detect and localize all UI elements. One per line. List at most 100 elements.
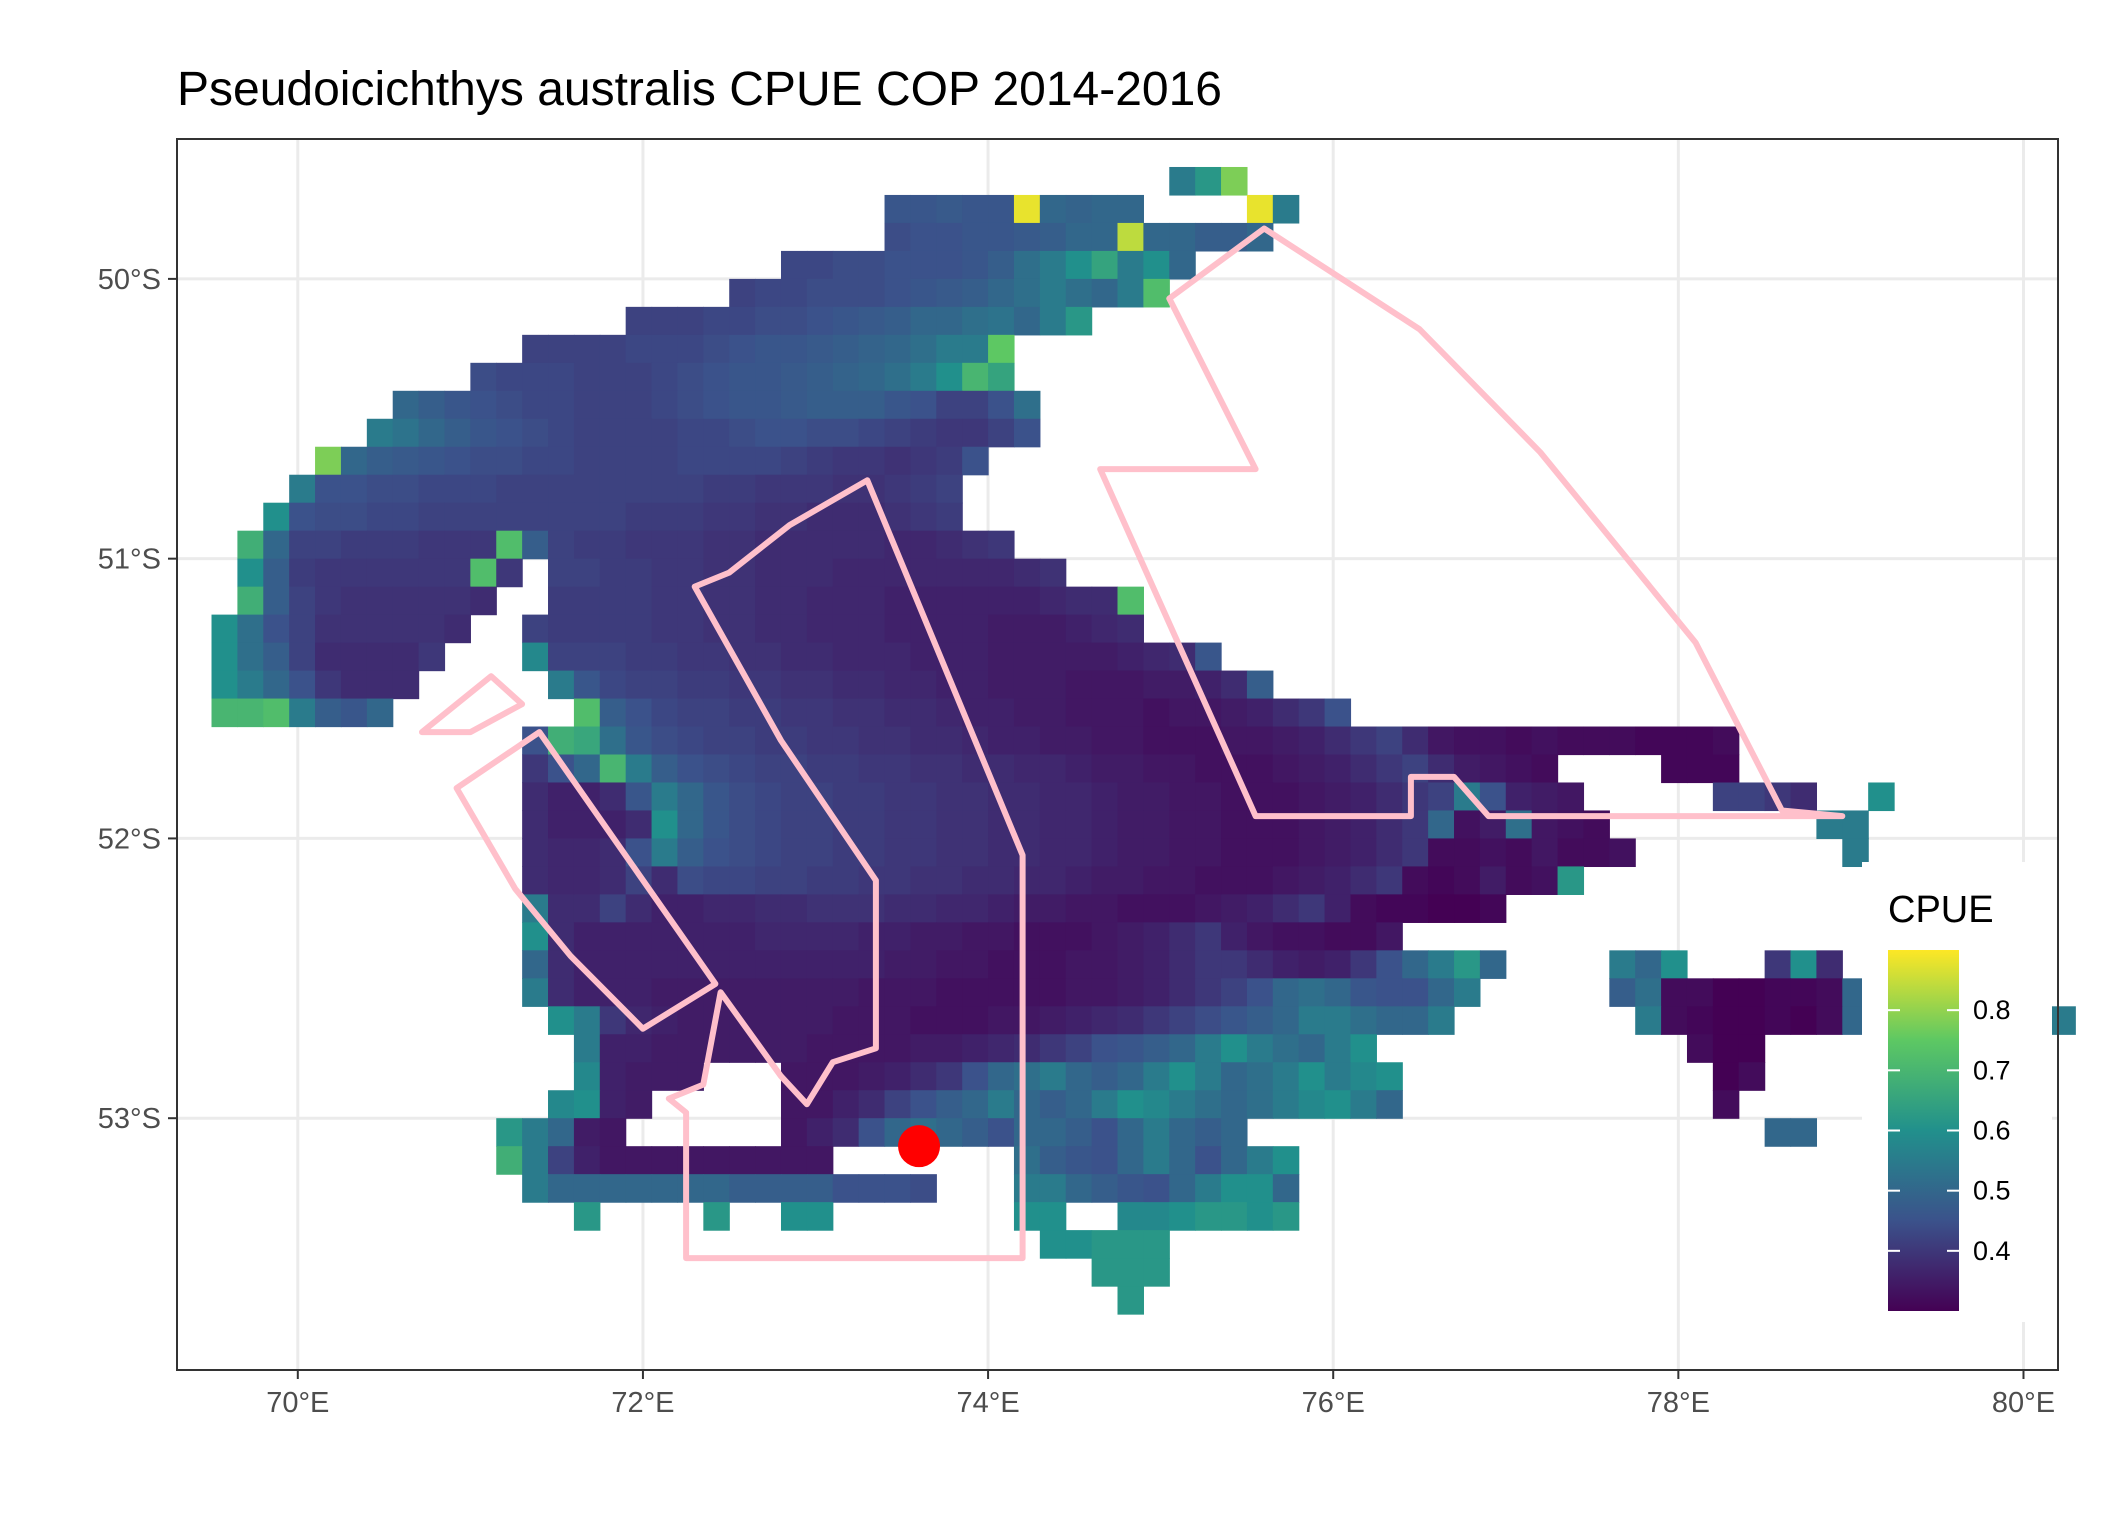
cpue-cell [1428, 950, 1455, 979]
cpue-cell [884, 222, 912, 252]
cpue-cell [1790, 950, 1818, 979]
cpue-cell [1117, 642, 1144, 672]
cpue-cell [884, 866, 912, 895]
cpue-cell [832, 446, 860, 476]
cpue-cell [340, 474, 368, 504]
cpue-cell [1531, 782, 1559, 812]
cpue-cell [1635, 726, 1662, 756]
cpue-cell [1195, 782, 1222, 812]
cpue-cell [858, 278, 886, 308]
cpue-cell [1350, 838, 1377, 868]
cpue-cell [988, 866, 1015, 895]
cpue-cell [988, 642, 1015, 672]
cpue-cell [1169, 222, 1196, 252]
cpue-cell [1143, 1006, 1170, 1035]
cpue-cell [884, 922, 912, 951]
cpue-cell [910, 978, 937, 1007]
cpue-cell [1376, 978, 1403, 1007]
cpue-cell [1428, 866, 1455, 895]
cpue-cell [625, 614, 653, 644]
cpue-cell [1117, 810, 1144, 840]
cpue-cell [599, 642, 627, 672]
cpue-cell [289, 530, 316, 560]
cpue-cell [1842, 810, 1869, 840]
cpue-cell [1143, 782, 1170, 812]
cpue-cell [988, 922, 1015, 951]
cpue-cell [1013, 558, 1041, 588]
cpue-cell [677, 446, 704, 476]
cpue-cell [1013, 978, 1041, 1007]
cpue-cell [1013, 894, 1041, 923]
cpue-cell [522, 334, 549, 364]
cpue-cell [858, 726, 886, 756]
cpue-cell [780, 558, 808, 588]
cpue-cell [573, 334, 601, 364]
cpue-cell [470, 418, 497, 448]
cpue-cell [263, 614, 290, 644]
cpue-cell [625, 642, 653, 672]
cpue-cell [910, 334, 937, 364]
cpue-cell [703, 838, 730, 868]
cpue-cell [1013, 866, 1041, 895]
cpue-cell [1376, 922, 1403, 951]
cpue-cell [573, 446, 601, 476]
cpue-cell [573, 502, 601, 532]
cpue-cell [858, 586, 886, 616]
cpue-cell [1454, 894, 1481, 923]
cpue-cell [1661, 754, 1688, 784]
cpue-cell [806, 950, 834, 979]
cpue-cell [625, 950, 653, 979]
cpue-cell [884, 642, 912, 672]
cpue-cell [444, 418, 471, 448]
cpue-cell [729, 782, 756, 812]
cpue-cell [703, 670, 730, 700]
cpue-cell [1117, 250, 1144, 280]
cpue-cell [599, 670, 627, 700]
cpue-cell [1169, 1146, 1196, 1175]
cpue-cell [315, 698, 342, 728]
cpue-cell [573, 558, 601, 588]
cpue-cell [936, 530, 963, 560]
cpue-cell [677, 894, 704, 923]
cpue-cell [884, 838, 912, 868]
cpue-cell [1324, 950, 1352, 979]
cpue-cell [496, 418, 523, 448]
cpue-cell [1428, 978, 1455, 1007]
cpue-cell [548, 558, 575, 588]
cpue-cell [1324, 838, 1352, 868]
cpue-cell [832, 614, 860, 644]
cpue-cell [651, 950, 679, 979]
cpue-cell [1557, 866, 1585, 895]
cpue-cell [1065, 1090, 1093, 1119]
cpue-cell [496, 362, 523, 392]
cpue-cell [1013, 1034, 1041, 1063]
cpue-cell [1013, 586, 1041, 616]
cpue-cell [1143, 922, 1170, 951]
cpue-cell [806, 334, 834, 364]
cpue-cell [1221, 1146, 1248, 1175]
cpue-cell [548, 1146, 575, 1175]
cpue-cell [1272, 922, 1300, 951]
legend-title: CPUE [1888, 889, 1994, 931]
cpue-cell [858, 1062, 886, 1091]
cpue-cell [392, 642, 420, 672]
cpue-cell [573, 1174, 601, 1203]
y-tick-label: 51°S [98, 544, 161, 576]
cpue-cell [1272, 1090, 1300, 1119]
cpue-cell [677, 418, 704, 448]
cpue-cell [1324, 726, 1352, 756]
cpue-cell [780, 1146, 808, 1175]
cpue-cell [1298, 922, 1326, 951]
cpue-cell [573, 1146, 601, 1175]
cpue-cell [962, 194, 989, 224]
cpue-cell [1195, 166, 1222, 196]
cpue-cell [1039, 810, 1067, 840]
cpue-cell [1324, 698, 1352, 728]
cpue-cell [988, 978, 1015, 1007]
cpue-cell [910, 306, 937, 336]
cpue-cell [832, 306, 860, 336]
cpue-cell [1143, 726, 1170, 756]
legend-tick-label: 0.5 [1973, 1176, 2011, 1206]
cpue-cell [858, 950, 886, 979]
cpue-cell [1117, 978, 1144, 1007]
